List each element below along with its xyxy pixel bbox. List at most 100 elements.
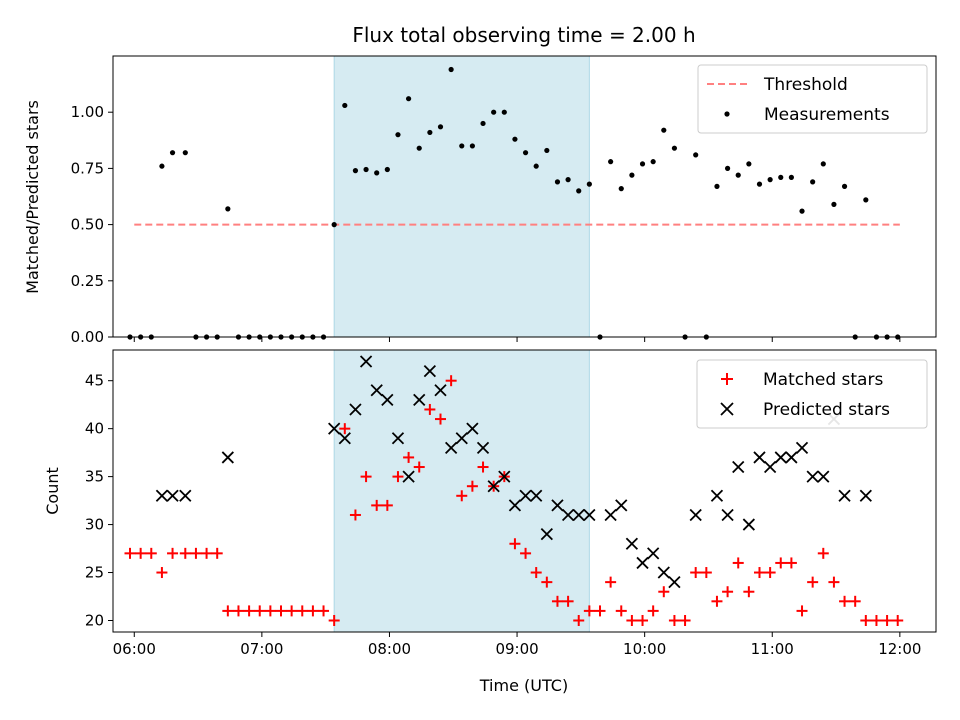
y-tick-label: 0.75 (71, 159, 104, 177)
matched-star-point (626, 614, 638, 626)
measurement-point (608, 159, 614, 165)
matched-star-point (371, 499, 383, 511)
y-tick-label: 0.00 (71, 328, 104, 346)
predicted-star-point (391, 432, 405, 445)
matched-star-point (870, 614, 882, 626)
matched-star-point (615, 605, 627, 617)
matched-star-point (732, 557, 744, 569)
x-tick-label: 12:00 (878, 640, 921, 658)
predicted-star-point (615, 499, 628, 512)
measurement-point (159, 163, 165, 169)
matched-star-point (135, 547, 147, 559)
matched-star-point (222, 605, 234, 617)
predicted-star-point (689, 508, 702, 522)
top-y-axis-label: Matched/Predicted stars (23, 100, 42, 294)
predicted-star-point (732, 460, 745, 474)
predicted-star-point (381, 393, 394, 407)
measurement-point (650, 159, 656, 165)
matched-star-point (583, 605, 595, 617)
measurement-point (491, 109, 497, 115)
predicted-star-point (179, 489, 192, 502)
bottom-legend: Matched stars Predicted stars (696, 359, 928, 429)
x-tick-label: 07:00 (240, 640, 283, 658)
predicted-star-point (466, 422, 479, 435)
bottom-axes-ticks: 06:00 07:00 08:00 09:00 10:00 11:00 12:00 20 25 3… (85, 372, 922, 658)
matched-star-point (668, 614, 680, 626)
predicted-star-point (742, 518, 755, 531)
matched-star-point (700, 567, 712, 579)
legend-measurements-label: Measurements (764, 105, 890, 125)
predicted-star-point (647, 547, 660, 560)
matched-star-point (296, 605, 308, 617)
matched-star-point (328, 614, 340, 626)
matched-star-point (286, 605, 298, 617)
matched-star-point (679, 614, 691, 626)
predicted-star-point (359, 355, 373, 368)
measurement-point (639, 161, 646, 167)
matched-star-point (551, 595, 563, 607)
predicted-star-point (668, 575, 681, 589)
matched-star-point (413, 461, 425, 473)
matched-star-point (764, 567, 776, 579)
measurement-point (544, 147, 550, 154)
matched-star-point (424, 403, 436, 415)
y-tick-label: 35 (85, 468, 104, 486)
top-axes-ticks: 0.00 0.25 0.50 0.75 1.00 (71, 103, 901, 346)
measurement-point (756, 181, 763, 187)
matched-star-point (339, 423, 351, 435)
predicted-star-point (508, 499, 522, 512)
predicted-star-point (795, 441, 809, 454)
matched-star-point (318, 605, 330, 617)
matched-star-point (392, 471, 404, 483)
predicted-star-point (583, 508, 596, 522)
x-tick-label: 08:00 (368, 640, 411, 658)
predicted-star-point (476, 441, 490, 454)
matched-star-point (477, 461, 489, 473)
measurement-point (714, 183, 720, 189)
predicted-star-point (413, 393, 426, 407)
measurement-points (127, 66, 901, 340)
legend-matched-label: Matched stars (763, 370, 883, 390)
x-tick-label: 06:00 (113, 640, 156, 658)
predicted-star-point (763, 460, 777, 474)
measurement-point (810, 179, 816, 185)
y-tick-label: 30 (85, 516, 104, 534)
measurement-point (512, 136, 518, 142)
matched-star-point (509, 538, 521, 550)
predicted-star-point (785, 451, 798, 464)
measurement-point (788, 174, 794, 180)
measurement-point (169, 150, 176, 156)
legend-threshold-label: Threshold (763, 75, 848, 95)
predicted-star-point (540, 528, 553, 541)
matched-star-point (690, 567, 702, 579)
legend-predicted-swatch (720, 402, 734, 416)
predicted-star-point (817, 470, 830, 483)
y-tick-label: 0.50 (71, 216, 104, 234)
measurement-point (352, 168, 359, 174)
matched-star-point (839, 595, 851, 607)
measurement-point (799, 208, 805, 214)
y-tick-label: 20 (85, 611, 104, 629)
predicted-star-point (166, 489, 179, 502)
measurement-point (629, 172, 635, 178)
matched-star-point (264, 605, 276, 617)
matched-star-point (860, 614, 872, 626)
matched-star-point (381, 499, 393, 511)
predicted-star-point (721, 508, 734, 522)
matched-star-point (156, 567, 168, 579)
measurement-point (576, 188, 582, 194)
matched-star-point (520, 547, 532, 559)
measurement-point (480, 120, 486, 127)
measurement-point (437, 124, 444, 130)
measurement-point (522, 150, 529, 156)
matched-star-point (243, 605, 255, 617)
matched-star-point (807, 576, 819, 588)
matched-star-point (190, 547, 202, 559)
predicted-star-point (561, 508, 575, 522)
measurement-point (395, 132, 401, 138)
predicted-star-point (838, 489, 851, 502)
matched-star-point (211, 547, 223, 559)
matched-star-point (307, 605, 319, 617)
predicted-star-point (155, 489, 169, 502)
measurement-point (225, 206, 231, 212)
